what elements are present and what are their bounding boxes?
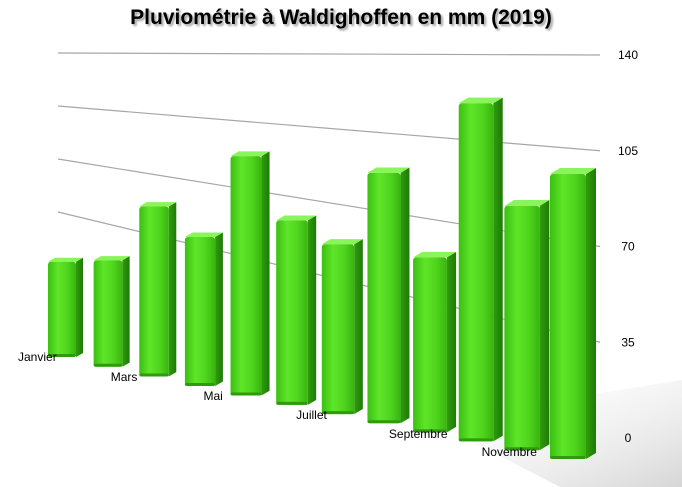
gridline (57, 105, 601, 152)
bar-top (413, 251, 457, 258)
bar (367, 167, 410, 424)
bar-base (413, 429, 447, 433)
bar (504, 200, 550, 451)
bar-base (321, 411, 355, 415)
bar-side (539, 200, 550, 451)
bar (458, 97, 503, 442)
bar-front (48, 261, 76, 357)
bar-front (550, 174, 586, 459)
bar-front (230, 156, 262, 396)
bar-top (367, 167, 410, 173)
y-tick-label: 140 (618, 48, 638, 62)
bar-side (354, 239, 363, 415)
bar-front (321, 244, 355, 415)
x-category-label: Novembre (482, 445, 538, 459)
bar-front (367, 172, 401, 424)
bar-side (76, 257, 83, 357)
bar-front (458, 103, 494, 442)
bar-side (261, 151, 270, 396)
bar-base (504, 447, 540, 451)
y-tick-label: 0 (625, 431, 632, 445)
bar-base (550, 456, 586, 459)
bar-top (93, 256, 130, 261)
bar-base (458, 438, 494, 442)
bar-base (367, 420, 401, 424)
x-category-label: Mai (203, 389, 222, 403)
bar (230, 151, 270, 396)
bar-base (184, 383, 216, 387)
x-category-label: Juillet (296, 408, 327, 422)
bar-top (184, 232, 223, 237)
bar-base (276, 401, 308, 405)
bar-front (93, 260, 123, 367)
gridline (57, 52, 601, 56)
bar (276, 215, 317, 405)
bar (413, 251, 457, 433)
bar-front (504, 205, 540, 451)
bar-top (458, 97, 503, 104)
bar (321, 239, 363, 415)
bar-front (184, 236, 216, 387)
bar-side (446, 251, 457, 433)
x-category-label: Septembre (389, 427, 448, 441)
x-category-label: Janvier (18, 350, 57, 364)
bar (48, 257, 83, 357)
bar-top (504, 200, 550, 206)
bar-side (168, 202, 177, 377)
bar-top (48, 257, 83, 262)
bar-base (230, 392, 262, 396)
bar-front (276, 220, 308, 405)
bar-side (307, 215, 317, 405)
bar (93, 256, 130, 367)
bar-side (493, 97, 503, 442)
bar-side (400, 167, 410, 424)
bar-side (122, 256, 130, 367)
y-tick-label: 70 (621, 240, 635, 254)
chart-title: Pluviométrie à Waldighoffen en mm (2019) (130, 6, 552, 29)
bar-base (48, 354, 76, 357)
bar-top (550, 168, 596, 174)
x-category-label: Mars (111, 370, 138, 384)
bar (550, 168, 596, 459)
bar-front (413, 257, 447, 433)
bar-side (586, 168, 596, 459)
bar-side (215, 232, 223, 387)
bar-top (276, 215, 317, 221)
y-tick-label: 105 (618, 144, 638, 158)
bar (139, 202, 177, 377)
bar-top (230, 151, 270, 157)
bar-base (93, 363, 123, 367)
bar-top (139, 202, 177, 207)
bar-base (139, 373, 169, 377)
bar-front (139, 206, 169, 377)
bar-top (321, 239, 363, 245)
y-tick-label: 35 (621, 335, 635, 349)
bar (184, 232, 223, 387)
